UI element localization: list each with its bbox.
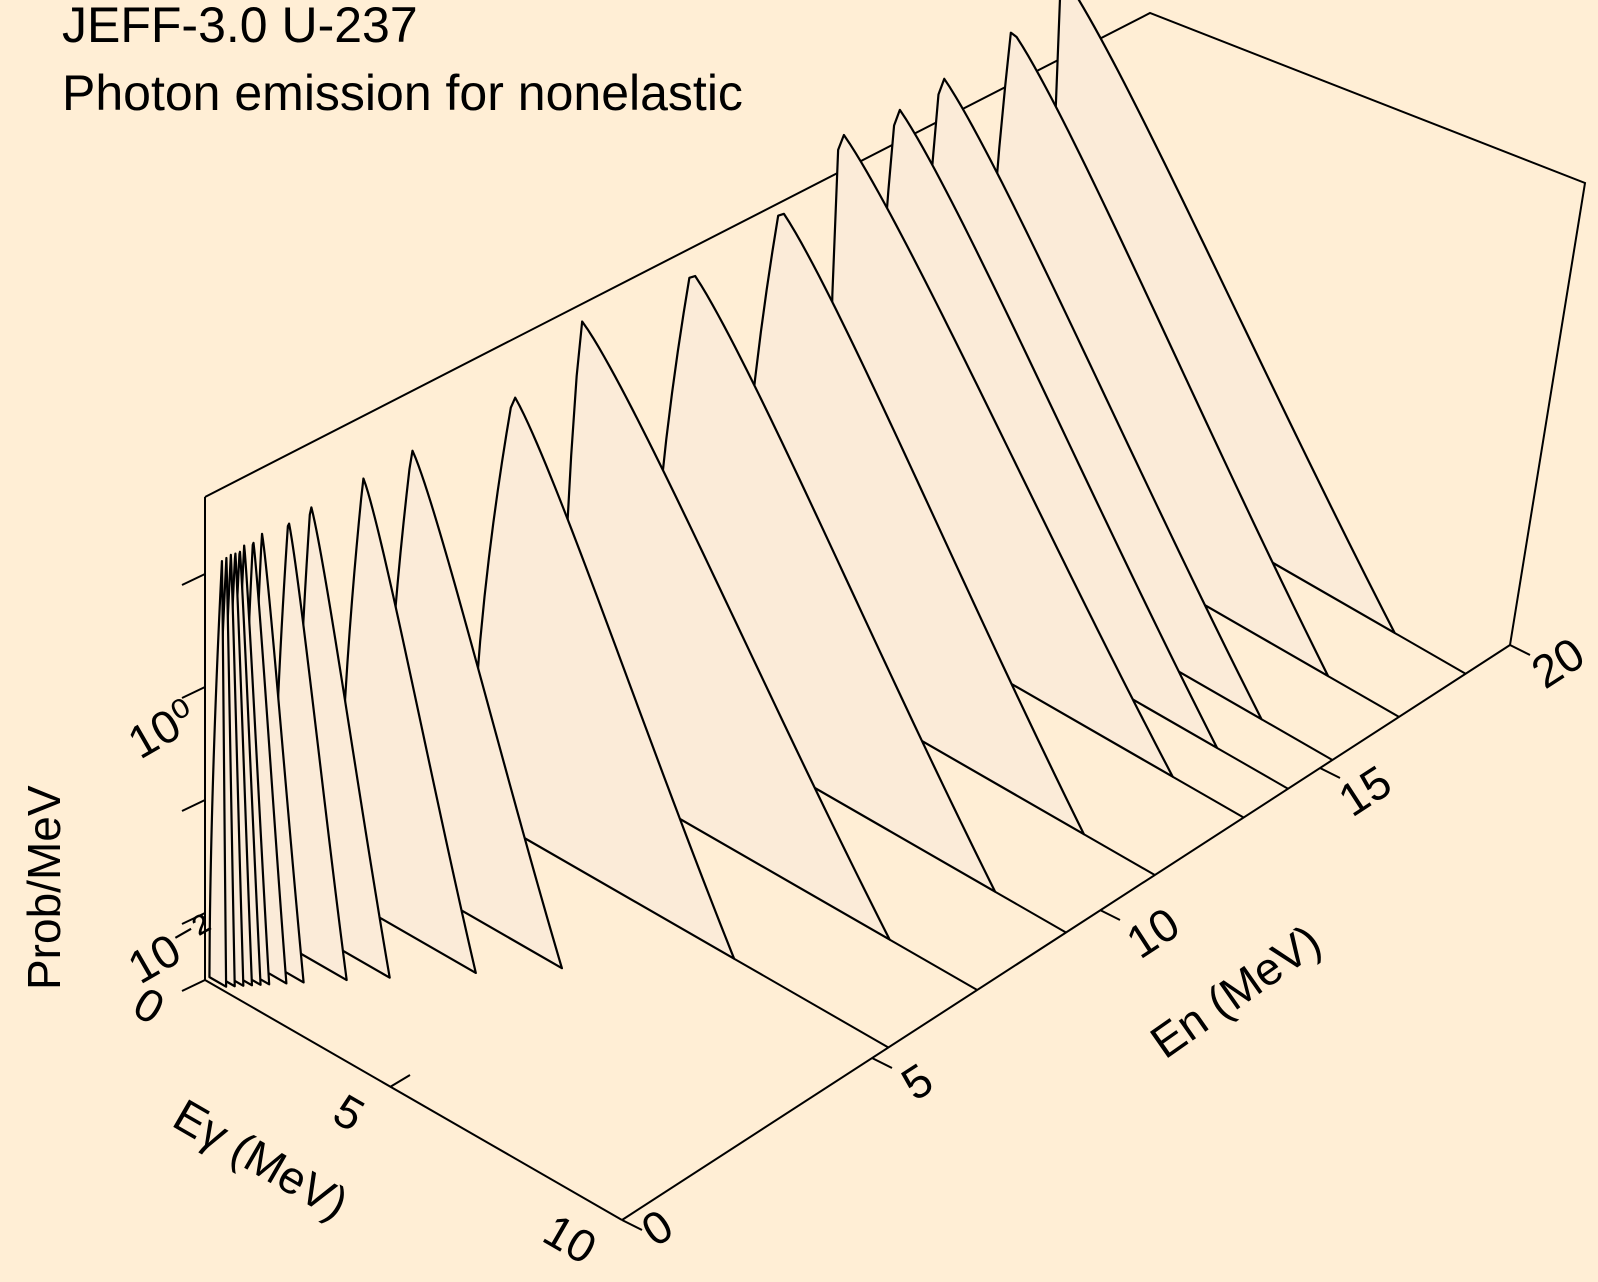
ridge-tail-en-10 xyxy=(994,890,1067,934)
z-axis-label: Prob/MeV xyxy=(18,785,70,990)
ridge-tail-en-15 xyxy=(1216,747,1289,790)
en-tick-20 xyxy=(1509,644,1531,656)
chart-title-line1: JEFF-3.0 U-237 xyxy=(62,0,418,53)
ridge-tail-en-14 xyxy=(1172,775,1245,819)
ridge-group xyxy=(208,0,1467,1049)
egamma-tick-5 xyxy=(389,1074,411,1088)
ridge-tail-en-16 xyxy=(1261,718,1333,761)
ridge-tail-en-19 xyxy=(1394,632,1467,675)
egamma-axis-line xyxy=(204,979,623,1221)
en-tick-10 xyxy=(1099,909,1121,921)
en-tick-15 xyxy=(1319,767,1341,779)
ridge-tail-en-8 xyxy=(889,938,978,991)
z-tick-major-1 xyxy=(181,686,206,699)
ridge-en-3 xyxy=(337,477,477,975)
ridge-tail-en-17.5 xyxy=(1327,675,1400,718)
back-frame xyxy=(204,11,1587,646)
ridge-en-0.1 xyxy=(208,559,228,988)
en-tick-5 xyxy=(871,1057,893,1069)
chart-title-line2: Photon emission for nonelastic xyxy=(62,65,743,121)
ridge-tail-en-6 xyxy=(733,957,889,1049)
en-tick-0 xyxy=(621,1219,643,1231)
ridge-en-6 xyxy=(470,396,736,960)
z-tick-minor-2 xyxy=(181,799,206,812)
z-tick-minor-1 xyxy=(181,573,206,586)
z-tick-base xyxy=(181,979,206,992)
z-tick-major-2 xyxy=(181,912,206,925)
ridge-tail-en-12 xyxy=(1083,833,1156,876)
